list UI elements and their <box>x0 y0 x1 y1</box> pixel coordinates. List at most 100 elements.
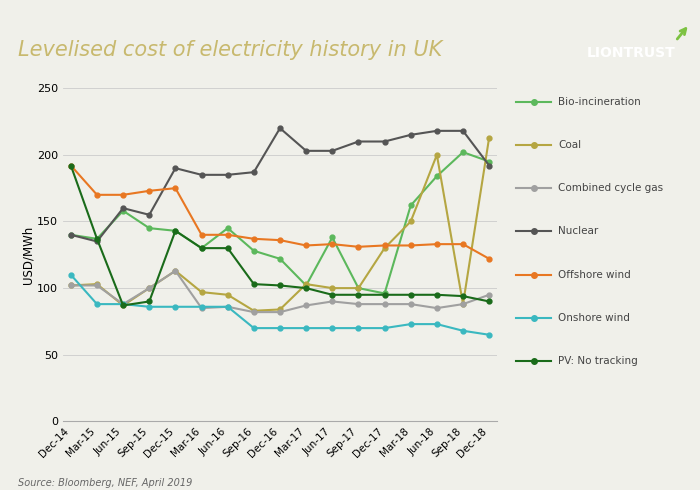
Offshore wind <box>172 185 180 191</box>
Bio-incineration <box>119 208 127 214</box>
Line: Offshore wind: Offshore wind <box>69 163 491 261</box>
Onshore wind <box>328 325 337 331</box>
Offshore wind <box>328 241 337 247</box>
Bio-incineration <box>433 173 441 179</box>
PV: No tracking: (10, 95): No tracking: (10, 95) <box>328 292 337 298</box>
Line: Combined cycle gas: Combined cycle gas <box>69 269 491 315</box>
Line: Onshore wind: Onshore wind <box>69 272 491 337</box>
PV: No tracking: (4, 143): No tracking: (4, 143) <box>172 228 180 234</box>
Offshore wind <box>223 232 232 238</box>
Combined cycle gas <box>172 268 180 274</box>
Text: Levelised cost of electricity history in UK: Levelised cost of electricity history in… <box>18 40 442 60</box>
Coal <box>485 135 494 141</box>
Nuclear <box>276 125 284 131</box>
Coal <box>250 308 258 314</box>
PV: No tracking: (12, 95): No tracking: (12, 95) <box>380 292 389 298</box>
Onshore wind <box>458 328 467 334</box>
Offshore wind <box>380 243 389 248</box>
Offshore wind <box>276 237 284 243</box>
Combined cycle gas <box>145 285 153 291</box>
Onshore wind <box>380 325 389 331</box>
Combined cycle gas <box>250 309 258 315</box>
Bio-incineration <box>380 291 389 296</box>
PV: No tracking: (5, 130): No tracking: (5, 130) <box>197 245 206 251</box>
Onshore wind <box>119 301 127 307</box>
Bio-incineration <box>223 225 232 231</box>
PV: No tracking: (2, 87): No tracking: (2, 87) <box>119 302 127 308</box>
Onshore wind <box>145 304 153 310</box>
Bio-incineration <box>302 283 310 289</box>
Onshore wind <box>276 325 284 331</box>
Offshore wind <box>119 192 127 198</box>
Offshore wind <box>250 236 258 242</box>
Coal <box>380 245 389 251</box>
PV: No tracking: (6, 130): No tracking: (6, 130) <box>223 245 232 251</box>
Nuclear <box>119 205 127 211</box>
Onshore wind <box>172 304 180 310</box>
Bio-incineration <box>250 248 258 254</box>
Nuclear <box>380 139 389 145</box>
Coal <box>458 301 467 307</box>
Onshore wind <box>93 301 102 307</box>
Offshore wind <box>66 163 75 169</box>
Nuclear <box>458 128 467 134</box>
Offshore wind <box>354 244 363 250</box>
Combined cycle gas <box>407 301 415 307</box>
Nuclear <box>93 239 102 245</box>
Coal <box>407 219 415 224</box>
Combined cycle gas <box>458 301 467 307</box>
Text: Bio-incineration: Bio-incineration <box>559 97 641 106</box>
Bio-incineration <box>145 225 153 231</box>
Offshore wind <box>302 243 310 248</box>
Bio-incineration <box>354 285 363 291</box>
Combined cycle gas <box>93 283 102 289</box>
Y-axis label: USD/MWh: USD/MWh <box>21 226 34 284</box>
Nuclear <box>250 169 258 175</box>
Onshore wind <box>433 321 441 327</box>
PV: No tracking: (9, 100): No tracking: (9, 100) <box>302 285 310 291</box>
Bio-incineration <box>172 228 180 234</box>
Coal <box>302 281 310 287</box>
Offshore wind <box>433 241 441 247</box>
Bio-incineration <box>328 235 337 241</box>
Text: Source: Bloomberg, NEF, April 2019: Source: Bloomberg, NEF, April 2019 <box>18 478 192 488</box>
Nuclear <box>485 163 494 169</box>
Offshore wind <box>485 256 494 262</box>
Combined cycle gas <box>302 302 310 308</box>
Bio-incineration <box>66 232 75 238</box>
Offshore wind <box>145 188 153 194</box>
Line: Nuclear: Nuclear <box>69 126 491 244</box>
Combined cycle gas <box>223 304 232 310</box>
Coal <box>172 268 180 274</box>
Combined cycle gas <box>354 301 363 307</box>
PV: No tracking: (3, 90): No tracking: (3, 90) <box>145 298 153 304</box>
Combined cycle gas <box>380 301 389 307</box>
Offshore wind <box>93 192 102 198</box>
Onshore wind <box>485 332 494 338</box>
Bio-incineration <box>93 236 102 242</box>
PV: No tracking: (8, 102): No tracking: (8, 102) <box>276 283 284 289</box>
Nuclear <box>223 172 232 178</box>
Text: Coal: Coal <box>559 140 582 150</box>
Onshore wind <box>302 325 310 331</box>
Nuclear <box>197 172 206 178</box>
Offshore wind <box>458 241 467 247</box>
Nuclear <box>145 212 153 218</box>
Coal <box>223 292 232 298</box>
Combined cycle gas <box>485 292 494 298</box>
Text: LIONTRUST: LIONTRUST <box>587 46 676 60</box>
Offshore wind <box>407 243 415 248</box>
Nuclear <box>433 128 441 134</box>
PV: No tracking: (0, 192): No tracking: (0, 192) <box>66 163 75 169</box>
Combined cycle gas <box>197 305 206 311</box>
Nuclear <box>302 148 310 154</box>
Text: Offshore wind: Offshore wind <box>559 270 631 280</box>
Bio-incineration <box>407 202 415 208</box>
PV: No tracking: (11, 95): No tracking: (11, 95) <box>354 292 363 298</box>
Nuclear <box>354 139 363 145</box>
Offshore wind <box>197 232 206 238</box>
PV: No tracking: (14, 95): No tracking: (14, 95) <box>433 292 441 298</box>
Line: Bio-incineration: Bio-incineration <box>69 150 491 296</box>
Coal <box>328 285 337 291</box>
Coal <box>354 285 363 291</box>
